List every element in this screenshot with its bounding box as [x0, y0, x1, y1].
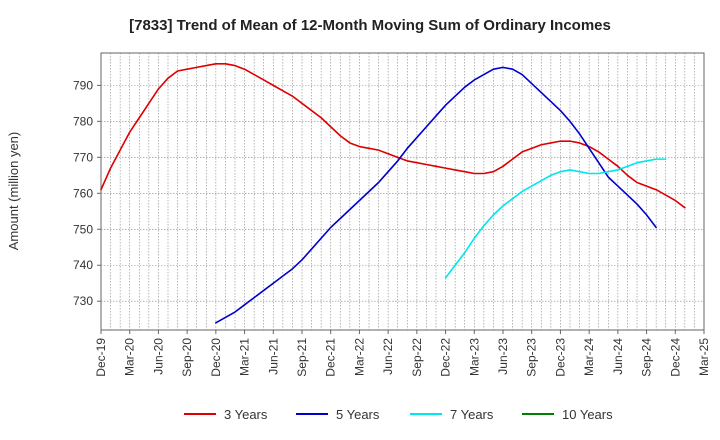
y-tick-label: 770	[73, 150, 93, 164]
x-tick-label: Mar-22	[352, 338, 366, 376]
legend-label: 5 Years	[336, 407, 380, 422]
y-tick-label: 760	[73, 186, 93, 200]
y-tick-label: 790	[73, 78, 93, 92]
x-tick-label: Jun-23	[496, 338, 510, 375]
x-tick-label: Mar-24	[582, 338, 596, 376]
x-tick-label: Dec-22	[439, 338, 453, 377]
x-tick-label: Jun-24	[611, 338, 625, 375]
series-layer	[100, 62, 686, 324]
legend-label: 7 Years	[450, 407, 494, 422]
y-tick-label: 750	[73, 222, 93, 236]
grid-layer	[101, 53, 704, 330]
x-tick-label: Sep-21	[295, 338, 309, 377]
x-tick-label: Dec-23	[553, 338, 567, 377]
x-tick-label: Mar-20	[123, 338, 137, 376]
x-tick-label: Mar-25	[697, 338, 711, 376]
x-tick-label: Mar-21	[238, 338, 252, 376]
plot-area	[100, 52, 705, 331]
x-tick-label: Dec-19	[94, 338, 108, 377]
y-axis-label: Amount (million yen)	[6, 132, 21, 251]
x-axis: Dec-19 Mar-20 Jun-20 Sep-20 Dec-20 Mar-21 Jun-…	[94, 330, 711, 377]
x-tick-label: Jun-21	[266, 338, 280, 375]
x-tick-label: Sep-22	[410, 338, 424, 377]
legend-label: 10 Years	[562, 407, 613, 422]
x-tick-label: Dec-24	[668, 338, 682, 377]
y-tick-label: 730	[73, 294, 93, 308]
series-line-5-years	[215, 66, 657, 324]
x-tick-label: Dec-21	[324, 338, 338, 377]
x-tick-label: Dec-20	[209, 338, 223, 377]
x-tick-label: Sep-23	[525, 338, 539, 377]
y-tick-label: 740	[73, 258, 93, 272]
x-tick-label: Jun-20	[151, 338, 165, 375]
y-axis: 730 740 750 760 770 780 790	[73, 78, 101, 308]
series-line-7-years	[444, 158, 667, 279]
legend: 3 Years 5 Years 7 Years 10 Years	[184, 407, 613, 422]
chart-title: [7833] Trend of Mean of 12-Month Moving …	[129, 17, 611, 34]
x-tick-label: Jun-22	[381, 338, 395, 375]
legend-label: 3 Years	[224, 407, 268, 422]
x-tick-label: Sep-20	[180, 338, 194, 377]
x-tick-label: Mar-23	[467, 338, 481, 376]
y-tick-label: 780	[73, 114, 93, 128]
x-tick-label: Sep-24	[640, 338, 654, 377]
